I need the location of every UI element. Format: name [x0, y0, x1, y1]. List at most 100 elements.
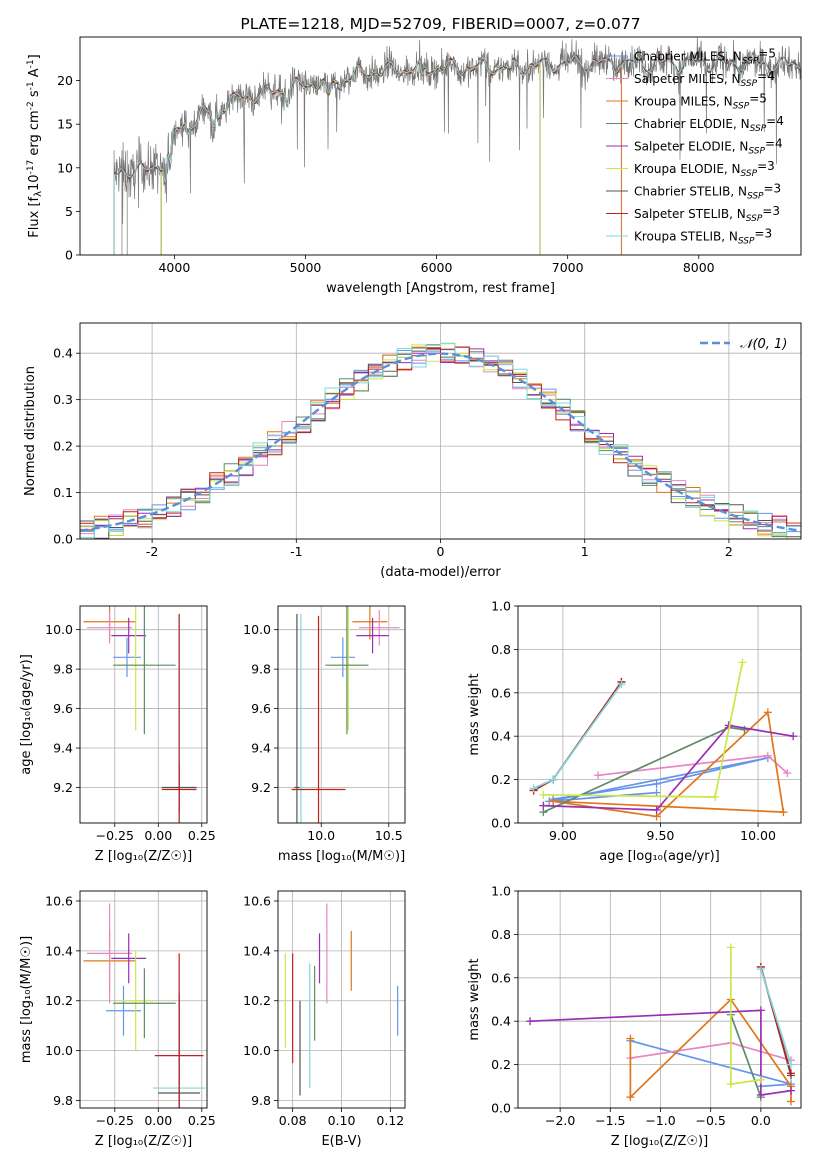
legend-label: Salpeter MILES, NSSP=4	[634, 69, 775, 89]
y-label-part: ]	[27, 54, 42, 59]
x-tick-label: 5000	[290, 260, 322, 275]
x-tick-label: 6000	[421, 260, 453, 275]
legend-count: =4	[757, 69, 775, 83]
y-tick-label: 10	[57, 160, 73, 175]
x-tick-label: 0.00	[144, 1113, 172, 1128]
x-tick-label: 0.00	[144, 828, 172, 843]
chart-title: PLATE=1218, MJD=52709, FIBERID=0007, z=0…	[240, 15, 640, 33]
y-label-part: -1	[26, 59, 36, 68]
y-tick-label: 0.0	[491, 816, 511, 831]
x-tick-label: 0.25	[188, 1113, 216, 1128]
legend-count: =5	[749, 92, 767, 106]
legend-label: Kroupa MILES, NSSP=5	[634, 92, 767, 112]
y-tick-label: 1.0	[491, 599, 511, 614]
y-label-part: 10	[27, 174, 42, 191]
y-tick-label: 10.4	[243, 943, 271, 958]
axes-frame	[79, 322, 802, 540]
y-tick-label: 10.4	[45, 943, 73, 958]
series-line	[543, 724, 794, 811]
axes-frame	[79, 605, 208, 824]
x-tick-label: 0.08	[279, 1113, 307, 1128]
series-area	[529, 658, 798, 821]
x-axis-label: wavelength [Angstrom, rest frame]	[326, 281, 555, 296]
legend-count: =4	[766, 114, 784, 128]
x-tick-label: −1.0	[645, 1113, 675, 1128]
y-tick-label: 0.6	[491, 970, 511, 985]
y-axis-label: Normed distribution	[23, 366, 38, 496]
y-tick-label: 0.2	[53, 439, 73, 454]
legend-sub: SSP	[741, 169, 758, 179]
y-tick-label: 9.6	[251, 701, 271, 716]
legend-text: Chabrier MILES, N	[634, 50, 742, 64]
x-tick-label: 9.00	[549, 828, 577, 843]
series-line	[760, 968, 792, 1065]
axes-frame	[79, 890, 208, 1109]
x-tick-label: 0.25	[188, 828, 216, 843]
y-label-part: s	[27, 90, 42, 101]
histogram-step-line	[80, 342, 801, 539]
y-axis-label: age [log₁₀(age/yr)]	[19, 654, 34, 775]
spectrum-model-line	[113, 55, 801, 185]
series-line	[543, 662, 744, 798]
legend-count: =3	[757, 159, 775, 173]
y-tick-label: 0.0	[53, 532, 73, 547]
legend-text: Salpeter ELODIE, N	[634, 140, 748, 154]
y-tick-label: 0	[65, 248, 73, 263]
panel-age-vs-mass: 10.0 10.5 9.2 9.4 9.6 9.8 10.0 mass [log₁₀(M/M☉…	[243, 605, 406, 864]
x-tick-label: 2	[725, 544, 733, 559]
y-tick-label: 0.0	[491, 1101, 511, 1116]
y-axis-label: mass [log₁₀(M/M☉)]	[19, 936, 34, 1063]
y-tick-label: 9.4	[53, 741, 73, 756]
x-axis-label: (data-model)/error	[380, 565, 501, 580]
legend-sub: SSP	[741, 79, 758, 89]
panel-mass-vs-Z: −0.25 0.00 0.25 9.8 10.0 10.2 10.4 10.6 Z [log₁₀…	[19, 890, 216, 1149]
errorbar-area	[291, 606, 400, 823]
y-tick-label: 15	[57, 117, 73, 132]
x-axis-label: age [log₁₀(age/yr)]	[599, 849, 720, 864]
y-axis-label: mass weight	[467, 958, 482, 1040]
x-tick-label: 0.0	[751, 1113, 771, 1128]
y-label-part: -1	[26, 81, 36, 90]
y-label-part: λ	[33, 191, 44, 197]
legend-label: Kroupa ELODIE, NSSP=3	[634, 159, 775, 179]
legend-label: Salpeter ELODIE, NSSP=4	[634, 137, 783, 157]
x-tick-label: 10.00	[740, 828, 776, 843]
legend-count: =3	[764, 182, 782, 196]
x-tick-label: 4000	[158, 260, 190, 275]
y-tick-label: 0.8	[491, 642, 511, 657]
series-area	[526, 943, 795, 1106]
panel-weight-vs-Z: −2.0 −1.5 −1.0 −0.5 0.0 0.0 0.2 0.4 0.6 0.8 1.0 Z […	[467, 884, 802, 1149]
legend-text: Kroupa MILES, N	[634, 95, 733, 109]
x-axis-label: Z [log₁₀(Z/Z☉)]	[95, 1134, 192, 1149]
x-tick-label: −0.5	[696, 1113, 726, 1128]
x-tick-label: 9.50	[647, 828, 675, 843]
y-tick-label: 10.2	[243, 993, 271, 1008]
legend-label: Chabrier ELODIE, NSSP=4	[634, 114, 784, 134]
panel-age-vs-Z: −0.25 0.00 0.25 9.2 9.4 9.6 9.8 10.0 Z [log₁₀(Z/…	[19, 605, 216, 864]
y-tick-label: 9.4	[251, 741, 271, 756]
y-tick-label: 10.6	[243, 893, 271, 908]
y-tick-label: 9.8	[53, 1093, 73, 1108]
y-tick-label: 10.0	[243, 622, 271, 637]
y-tick-label: 0.8	[491, 927, 511, 942]
y-tick-label: 0.3	[53, 392, 73, 407]
y-tick-label: 0.2	[491, 1057, 511, 1072]
y-axis-label: mass weight	[467, 673, 482, 755]
y-tick-label: 10.6	[45, 893, 73, 908]
y-tick-label: 20	[57, 73, 73, 88]
x-tick-label: 0	[437, 544, 445, 559]
legend-sub: SSP	[733, 102, 750, 112]
x-tick-label: −2.0	[545, 1113, 575, 1128]
legend-count: =5	[758, 47, 776, 61]
axes-frame	[79, 36, 802, 256]
legend-sub: SSP	[742, 57, 759, 67]
legend-sub: SSP	[750, 124, 767, 134]
legend-text: Kroupa STELIB, N	[634, 230, 738, 244]
series-line	[729, 947, 762, 1086]
x-tick-label: −1.5	[595, 1113, 625, 1128]
y-tick-label: 0.2	[491, 772, 511, 787]
x-tick-label: -1	[290, 544, 302, 559]
legend-label: Salpeter STELIB, NSSP=3	[634, 204, 780, 224]
y-tick-label: 9.6	[53, 701, 73, 716]
y-tick-label: 10.2	[45, 993, 73, 1008]
